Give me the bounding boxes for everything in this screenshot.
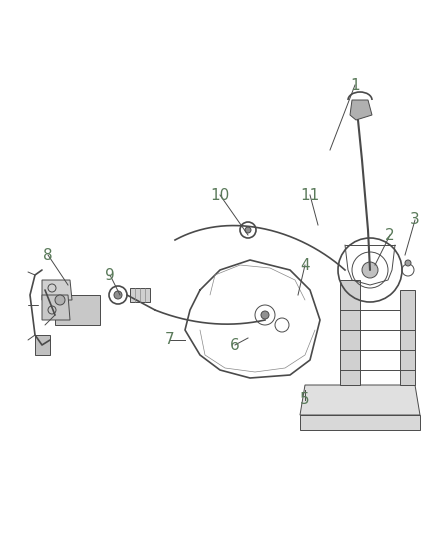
Circle shape xyxy=(405,260,411,266)
Text: 8: 8 xyxy=(43,247,53,262)
Circle shape xyxy=(114,291,122,299)
Polygon shape xyxy=(55,295,100,325)
Text: 5: 5 xyxy=(300,392,310,408)
Polygon shape xyxy=(400,290,415,385)
Text: 11: 11 xyxy=(300,188,320,203)
Text: 6: 6 xyxy=(230,337,240,352)
Polygon shape xyxy=(300,415,420,430)
Text: 4: 4 xyxy=(300,257,310,272)
Circle shape xyxy=(245,227,251,233)
Polygon shape xyxy=(35,335,50,355)
Text: 10: 10 xyxy=(210,188,230,203)
Text: 3: 3 xyxy=(410,213,420,228)
Polygon shape xyxy=(350,100,372,120)
Polygon shape xyxy=(42,295,70,320)
Text: 9: 9 xyxy=(105,268,115,282)
Polygon shape xyxy=(300,385,420,415)
Circle shape xyxy=(362,262,378,278)
Text: 2: 2 xyxy=(385,228,395,243)
Polygon shape xyxy=(130,288,150,302)
Polygon shape xyxy=(340,280,360,385)
Text: 1: 1 xyxy=(350,77,360,93)
Polygon shape xyxy=(42,280,72,300)
Circle shape xyxy=(55,295,65,305)
Circle shape xyxy=(261,311,269,319)
Text: 7: 7 xyxy=(165,333,175,348)
